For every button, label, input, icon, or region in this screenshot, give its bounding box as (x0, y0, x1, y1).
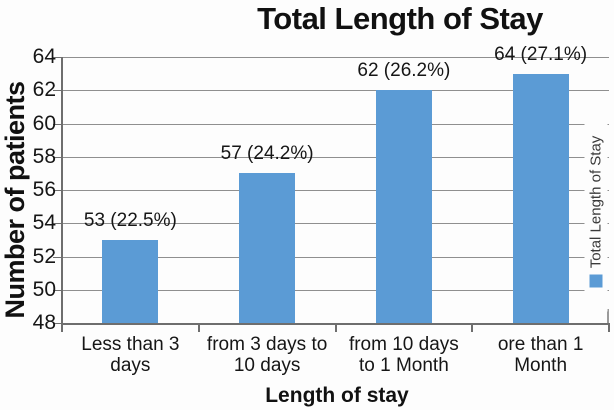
y-axis-tick (53, 289, 62, 291)
y-tick-label: 48 (32, 311, 56, 334)
y-tick-label: 58 (32, 144, 56, 168)
x-axis-tick (471, 325, 474, 332)
bar-1 (102, 239, 159, 323)
x-category-label: from 10 days to 1 Month (348, 334, 459, 376)
y-tick-label: 52 (32, 244, 56, 268)
gridline-y-62 (62, 90, 609, 92)
chart-title: Total Length of Stay (257, 1, 543, 36)
x-axis-line (61, 323, 610, 325)
y-axis-tick (53, 156, 62, 158)
y-tick-label: 54 (32, 211, 56, 235)
legend-swatch-icon (589, 274, 603, 288)
bar-2 (239, 173, 296, 323)
x-category-label: Less than 3 days (81, 334, 180, 376)
gridline-y-52 (62, 256, 609, 258)
y-axis-tick (53, 256, 62, 258)
bar-value-label: 62 (26.2%) (357, 60, 451, 82)
plot-right-border-stub (607, 309, 609, 323)
gridline-y-64 (62, 57, 609, 58)
bar-value-label: 57 (24.2%) (220, 143, 314, 165)
legend-label: Total Length of Stay (587, 135, 605, 269)
y-tick-label: 56 (32, 178, 56, 201)
gridline-y-50 (62, 289, 609, 291)
y-axis-tick (53, 223, 62, 225)
y-axis-line (61, 57, 63, 325)
bar-4 (512, 73, 569, 323)
y-tick-label: 64 (32, 45, 56, 68)
x-axis-tick (608, 325, 610, 332)
gridline-y-58 (62, 156, 609, 158)
y-tick-label: 60 (32, 111, 56, 135)
y-axis-tick (53, 123, 62, 125)
y-axis-tick (53, 323, 62, 324)
y-axis-tick (53, 90, 62, 92)
y-axis-tick (53, 57, 62, 58)
y-tick-label: 62 (32, 78, 56, 102)
bar-value-label: 64 (27.1%) (494, 43, 588, 65)
bar-value-label: 53 (22.5%) (83, 209, 177, 231)
x-axis-title: Length of stay (265, 384, 409, 407)
x-category-label: ore than 1 Month (497, 334, 584, 376)
gridline-y-56 (62, 190, 609, 191)
bar-3 (375, 90, 432, 323)
x-category-label: from 3 days to 10 days (206, 334, 328, 376)
y-axis-tick (53, 190, 62, 191)
gridline-y-54 (62, 223, 609, 225)
x-axis-tick (61, 325, 63, 332)
chart-legend: Total Length of Stay (584, 111, 608, 312)
x-axis-tick (334, 325, 337, 332)
x-axis-tick (197, 325, 200, 332)
gridline-y-60 (62, 123, 609, 125)
y-tick-label: 50 (32, 277, 56, 301)
